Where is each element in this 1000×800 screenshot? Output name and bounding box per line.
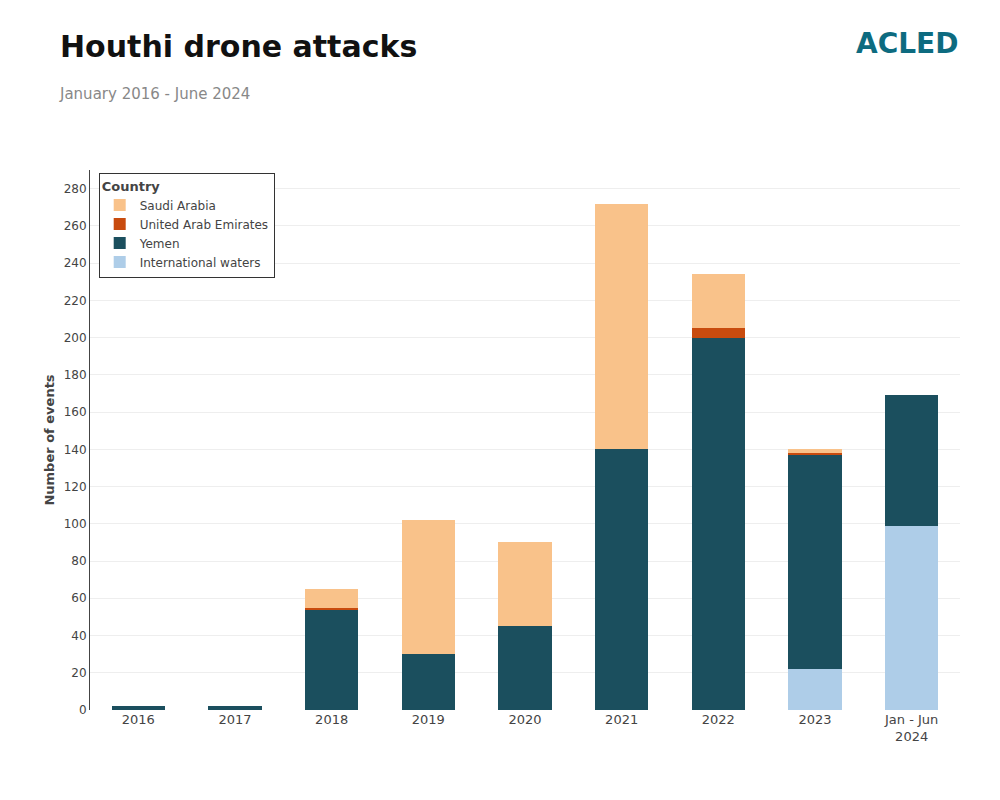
svg-text:2018: 2018: [315, 712, 348, 727]
svg-text:220: 220: [64, 294, 87, 308]
svg-text:2022: 2022: [702, 712, 735, 727]
svg-text:2016: 2016: [122, 712, 155, 727]
svg-text:160: 160: [64, 405, 87, 419]
svg-text:240: 240: [64, 256, 87, 270]
svg-text:Saudi Arabia: Saudi Arabia: [140, 199, 216, 213]
svg-text:Number of events: Number of events: [42, 374, 57, 505]
svg-text:120: 120: [64, 480, 87, 494]
svg-text:2019: 2019: [412, 712, 445, 727]
svg-text:Jan - Jun2024: Jan - Jun2024: [884, 712, 938, 744]
svg-text:Country: Country: [102, 179, 161, 194]
svg-text:80: 80: [71, 554, 86, 568]
svg-text:ACLED: ACLED: [856, 27, 958, 60]
svg-text:280: 280: [64, 182, 87, 196]
svg-text:Houthi drone attacks: Houthi drone attacks: [60, 29, 417, 64]
svg-text:60: 60: [71, 591, 86, 605]
svg-text:United Arab Emirates: United Arab Emirates: [140, 218, 268, 232]
svg-text:2021: 2021: [605, 712, 638, 727]
svg-text:140: 140: [64, 443, 87, 457]
svg-text:260: 260: [64, 219, 87, 233]
svg-text:0: 0: [79, 703, 87, 717]
svg-text:40: 40: [71, 629, 86, 643]
svg-text:200: 200: [64, 331, 87, 345]
svg-text:2020: 2020: [508, 712, 541, 727]
svg-text:Yemen: Yemen: [139, 237, 180, 251]
svg-text:180: 180: [64, 368, 87, 382]
svg-text:January 2016 - June 2024: January 2016 - June 2024: [59, 85, 250, 103]
svg-text:100: 100: [64, 517, 87, 531]
svg-text:2023: 2023: [798, 712, 831, 727]
svg-text:International waters: International waters: [140, 256, 261, 270]
svg-text:2017: 2017: [218, 712, 251, 727]
svg-text:20: 20: [71, 666, 86, 680]
